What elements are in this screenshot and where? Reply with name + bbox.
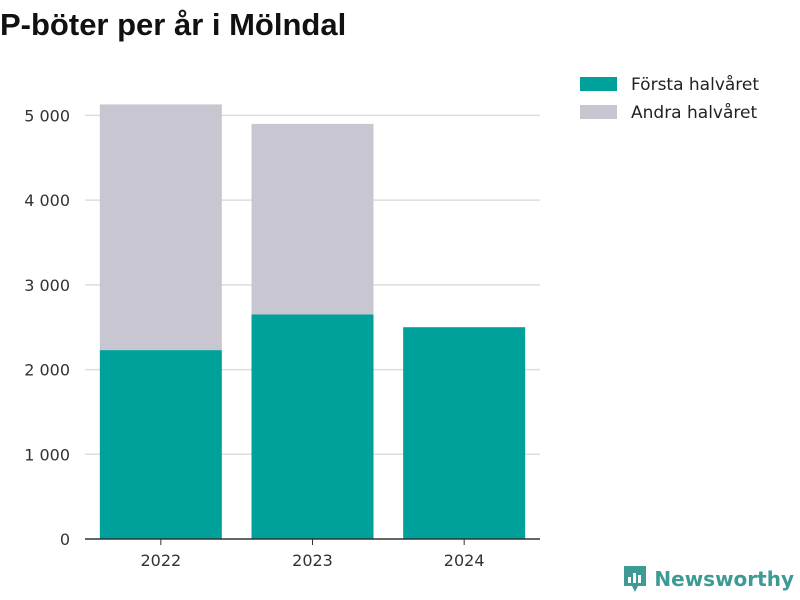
legend-item-andra-halvaret[interactable]: Andra halvåret: [580, 102, 757, 123]
bar-2024-forsta-halvaret[interactable]: [403, 327, 526, 539]
bar-2022-andra-halvaret[interactable]: [99, 104, 222, 351]
legend-label: Första halvåret: [631, 74, 759, 95]
chart-title: P-böter per år i Mölndal: [0, 7, 347, 42]
legend[interactable]: Första halvåret Andra halvåret: [580, 74, 759, 123]
y-tick-label: 4 000: [24, 191, 70, 210]
legend-label: Andra halvåret: [631, 102, 757, 123]
newsworthy-logo-icon: [624, 566, 647, 592]
brand-name: Newsworthy: [654, 567, 794, 591]
brand-logo: Newsworthy: [622, 564, 794, 594]
bar-2022-forsta-halvaret[interactable]: [99, 350, 222, 539]
bar-2023-andra-halvaret[interactable]: [251, 123, 374, 315]
bar-2023-forsta-halvaret[interactable]: [251, 314, 374, 540]
axes: 0 1 000 2 000 3 000 4 000 5 000 2022 2023 2024: [24, 106, 540, 570]
x-tick-label: 2024: [444, 551, 485, 570]
y-tick-label: 5 000: [24, 106, 70, 125]
y-tick-label: 2 000: [24, 361, 70, 380]
y-tick-label: 0: [60, 530, 70, 549]
bars: [99, 104, 526, 540]
y-tick-label: 3 000: [24, 276, 70, 295]
y-tick-label: 1 000: [24, 445, 70, 464]
legend-swatch: [580, 77, 617, 91]
legend-item-forsta-halvaret[interactable]: Första halvåret: [580, 74, 759, 95]
legend-swatch: [580, 105, 617, 119]
x-tick-label: 2022: [140, 551, 181, 570]
x-tick-label: 2023: [292, 551, 333, 570]
